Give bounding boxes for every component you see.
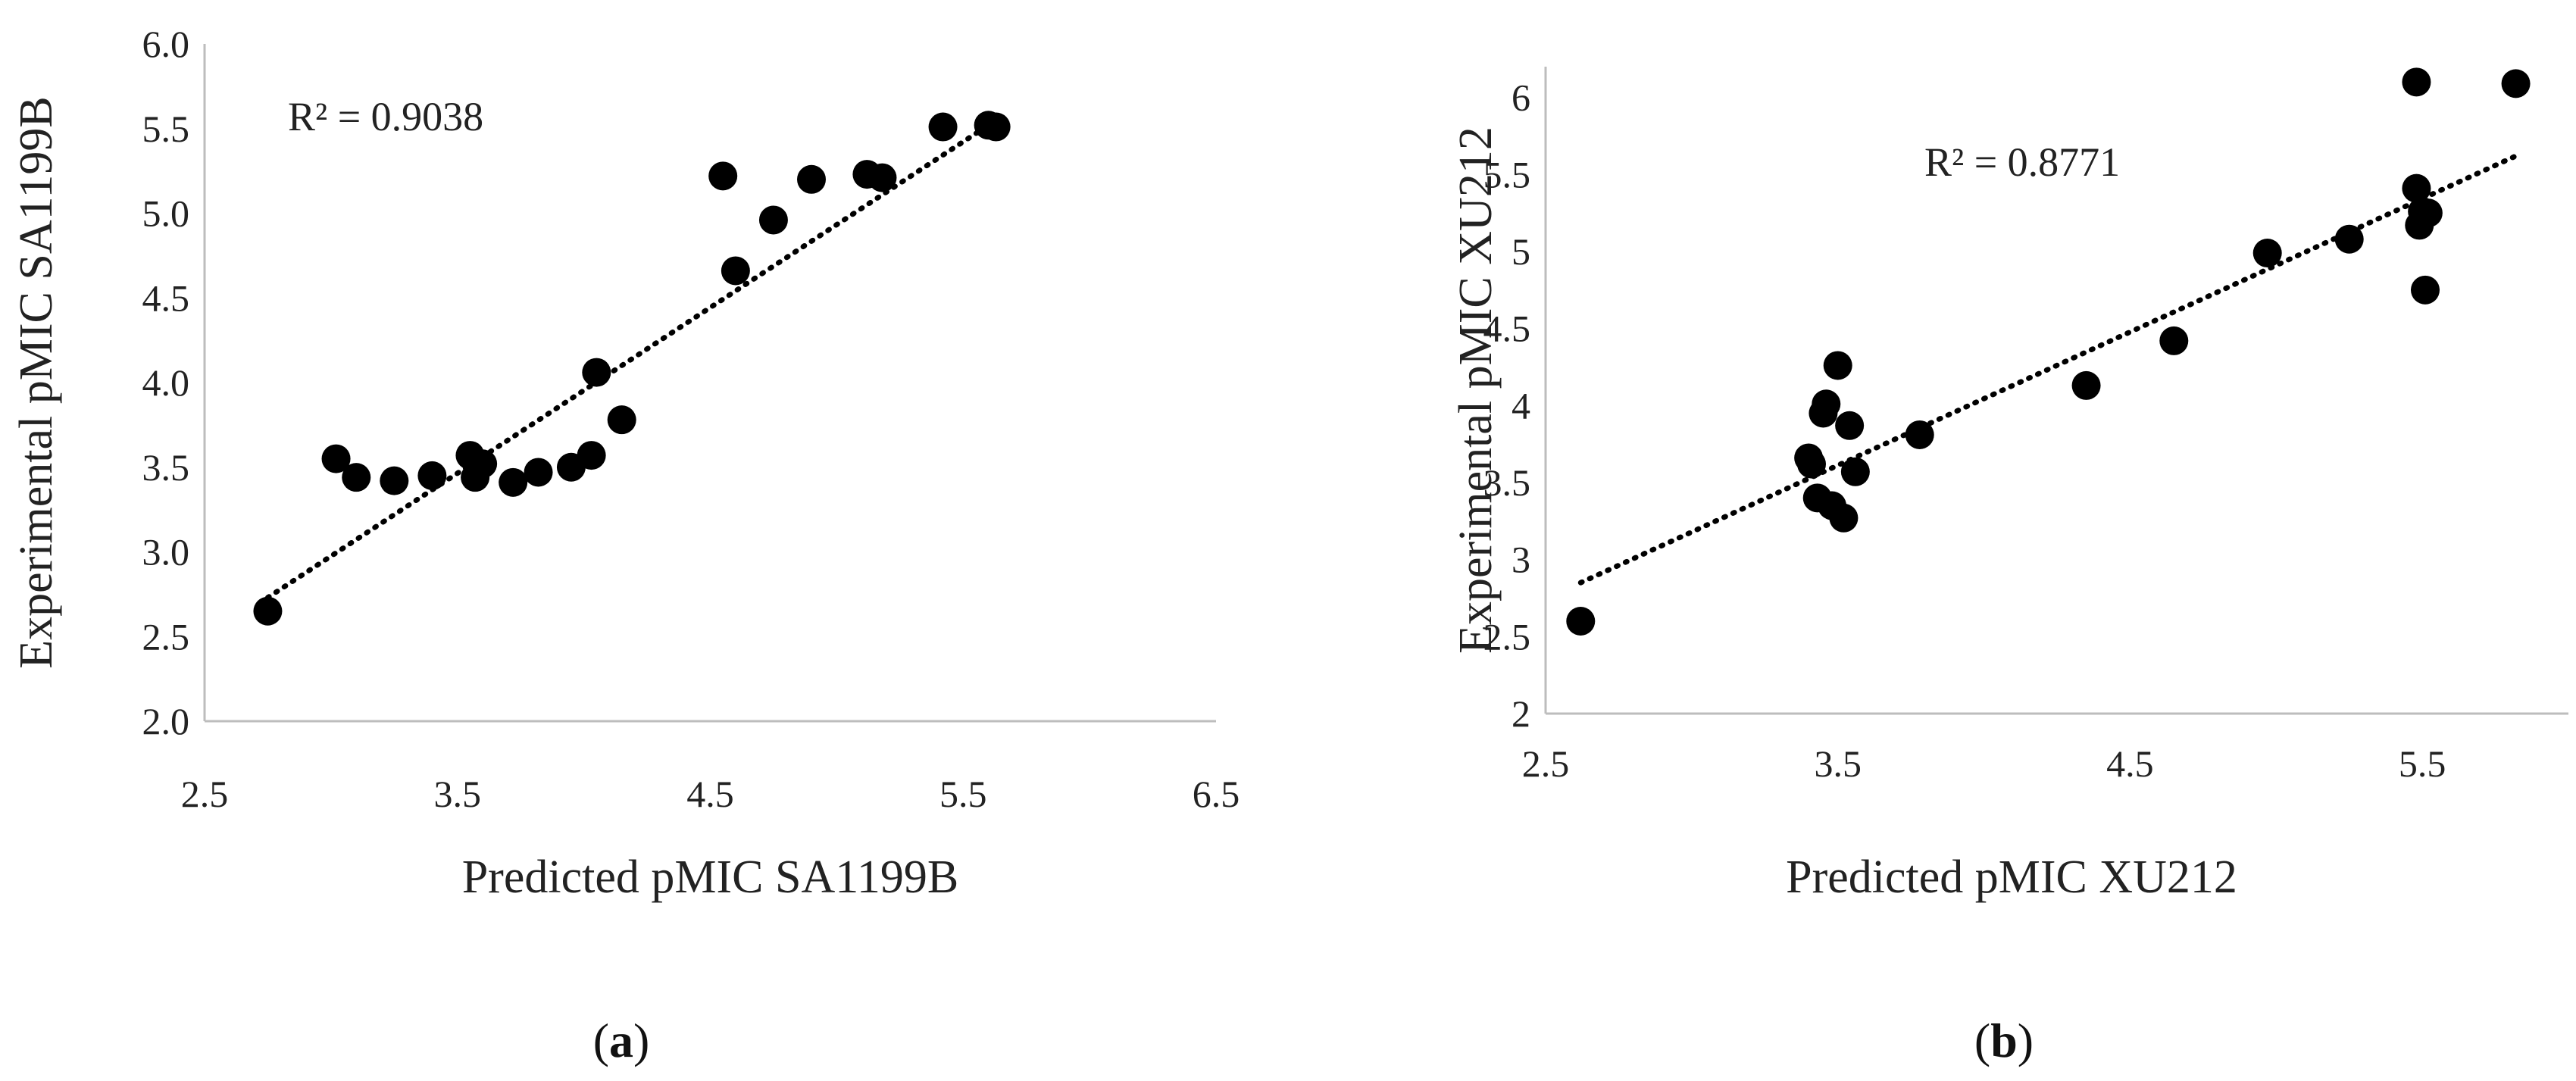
x-tick-label: 5.5 [939,773,987,815]
data-point [708,161,738,191]
data-point [1566,607,1596,636]
data-point [2252,239,2282,268]
x-tick-label: 2.5 [181,773,229,815]
data-point [2411,275,2440,305]
panel-label: (a) [593,1014,650,1067]
x-tick-label: 3.5 [1814,742,1862,785]
x-tick-label: 6.5 [1193,773,1240,815]
y-axis-label: Experimental pMIC XU212 [1450,127,1502,654]
y-tick-label: 4.5 [142,276,190,319]
data-point [928,112,958,142]
data-point [2501,69,2531,98]
y-tick-label: 3.5 [1483,461,1531,504]
data-point [2413,198,2443,228]
data-point [321,444,351,473]
data-point [2159,326,2189,355]
y-tick-label: 6.0 [142,23,190,65]
data-point [417,461,447,490]
y-tick-label: 5.5 [1483,153,1531,195]
data-point [2334,224,2364,254]
y-tick-label: 2.0 [142,700,190,742]
data-point [2402,173,2431,203]
y-tick-label: 5.5 [142,108,190,150]
data-point [1840,457,1870,486]
x-tick-label: 4.5 [686,773,734,815]
y-tick-label: 4 [1512,384,1530,426]
data-point [253,596,283,626]
chart-panel-b: 2.5 3.5 4.5 5.5 2 2.5 3 3.5 4 4.5 5 5.5 6 Predicted p… [1450,67,2568,1067]
data-point [1835,411,1865,440]
x-tick-label: 2.5 [1522,742,1570,785]
y-tick-label: 3 [1512,539,1530,581]
data-point [868,163,897,192]
trendline [264,122,992,601]
y-tick-label: 2.5 [1483,615,1531,658]
y-tick-label: 2.5 [142,615,190,658]
data-point [468,449,498,479]
data-point [582,358,611,387]
data-point [1905,420,1934,449]
data-point [1812,389,1841,419]
x-axis-label: Predicted pMIC SA1199B [462,851,959,903]
data-point [2071,370,2101,400]
x-axis-label: Predicted pMIC XU212 [1786,851,2237,903]
data-point [1823,351,1852,380]
data-point [380,466,409,495]
data-point [499,467,528,497]
data-point [1797,449,1826,479]
trendline [1577,153,2519,586]
data-point [577,441,606,470]
r-squared-annotation: R² = 0.9038 [288,94,483,139]
chart-panel-a: 2.5 3.5 4.5 5.5 6.5 2.0 2.5 3.0 3.5 4.0 4.5 5.0 5.5 6… [11,23,1240,1067]
data-point [607,405,636,435]
data-point [1829,503,1859,533]
x-tick-label: 4.5 [2106,742,2154,785]
x-tick-label: 5.5 [2399,742,2446,785]
data-point [524,458,553,487]
r-squared-annotation: R² = 0.8771 [1924,139,2120,185]
data-point [2402,67,2431,97]
y-tick-label: 6 [1512,77,1530,119]
data-point [797,164,826,194]
data-point [721,256,750,286]
y-tick-label: 3.5 [142,446,190,489]
y-tick-label: 4.0 [142,361,190,404]
y-tick-label: 4.5 [1483,308,1531,350]
data-point [981,112,1011,142]
y-axis-label: Experimental pMIC SA1199B [11,96,62,668]
y-tick-label: 5 [1512,230,1530,273]
data-point [758,205,788,235]
y-tick-label: 3.0 [142,531,190,573]
y-tick-label: 2 [1512,692,1530,735]
panel-label: (b) [1974,1014,2034,1067]
data-point [342,463,371,492]
y-tick-label: 5.0 [142,192,190,235]
x-tick-label: 3.5 [434,773,482,815]
